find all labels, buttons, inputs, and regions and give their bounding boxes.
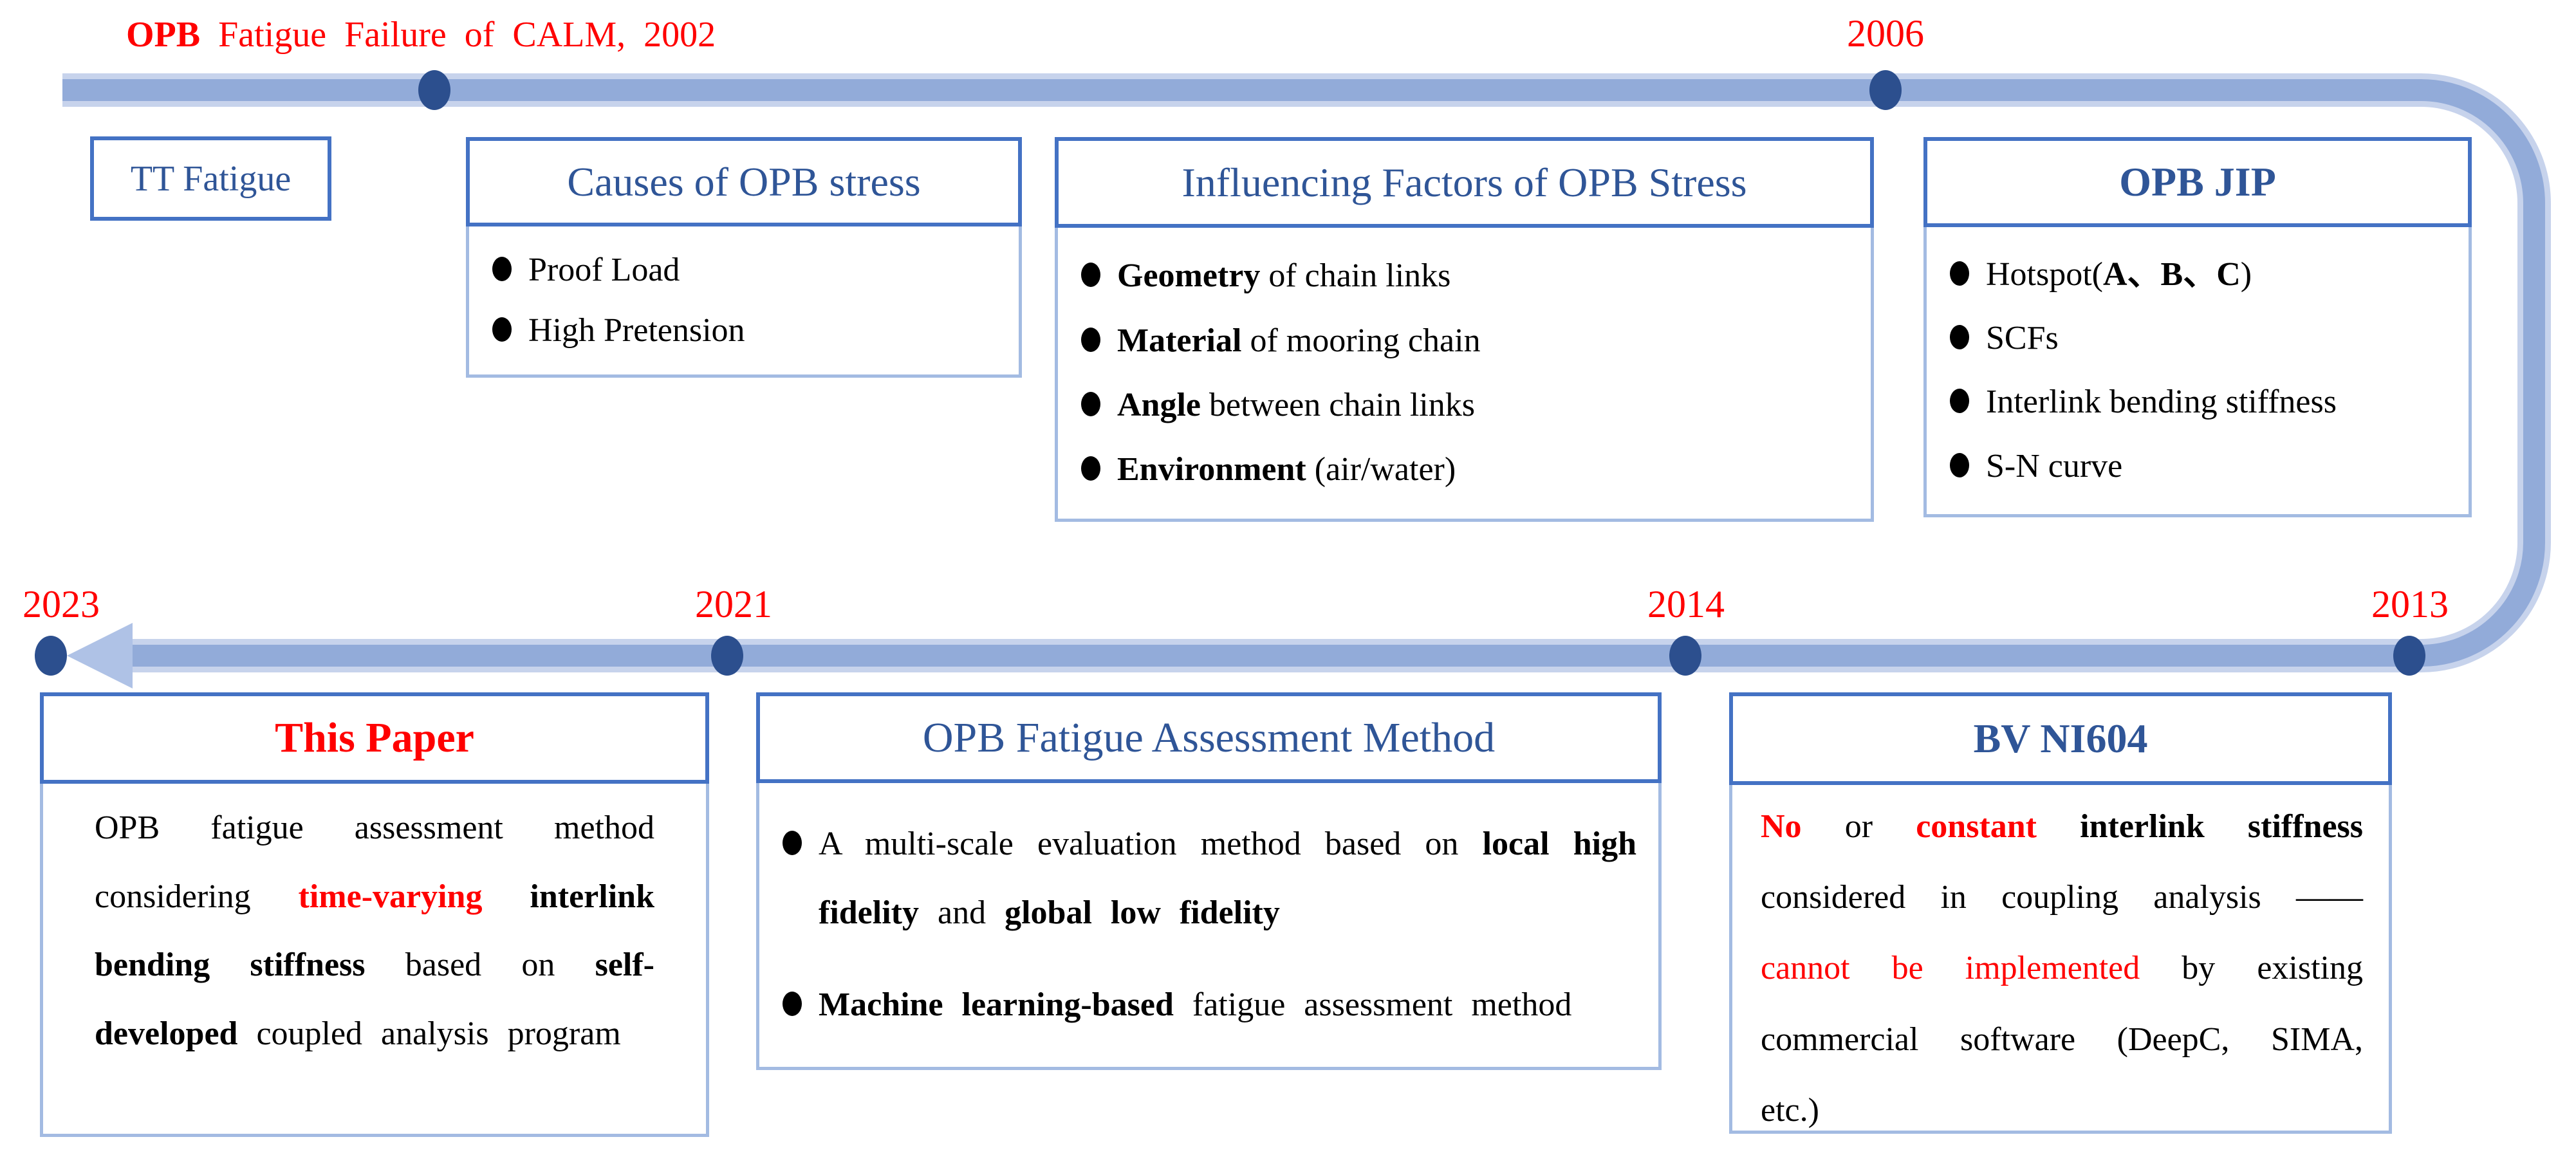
panel-assessment-header: OPB Fatigue Assessment Method [756, 692, 1662, 783]
bullet-text: Angle between chain links [1117, 387, 1475, 424]
bullet-text: Interlink bending stiffness [1986, 383, 2337, 421]
dot-2021-icon [711, 636, 743, 676]
panel-influencing-body: Geometry of chain links Material of moor… [1055, 228, 1874, 522]
panel-opb-jip-header: OPB JIP [1923, 137, 2472, 227]
list-item: A multi-scale evaluation method based on… [783, 810, 1643, 947]
bullet-text: S-N curve [1986, 447, 2123, 485]
bullet-text: Proof Load [528, 252, 680, 289]
bullet-text: Material of mooring chain [1117, 322, 1481, 359]
panel-bv-ni604: BV NI604 No or constant interlink stiffn… [1729, 692, 2392, 1134]
year-label-2023: 2023 [23, 583, 100, 625]
bullet-icon [1081, 263, 1100, 288]
start-event-label: OPB Fatigue Failure of CALM, 2002 [126, 15, 716, 55]
bullet-text: Environment (air/water) [1117, 451, 1456, 488]
panel-opb-jip-body: Hotspot(A、B、C) SCFs Interlink bending st… [1923, 227, 2472, 517]
list-item: Material of mooring chain [1081, 321, 1855, 361]
dot-2006-icon [1869, 70, 1902, 110]
panel-opb-jip: OPB JIP Hotspot(A、B、C) SCFs Interlink be… [1923, 137, 2472, 517]
panel-influencing: Influencing Factors of OPB Stress Geomet… [1055, 137, 1874, 522]
bullet-icon [1950, 325, 1969, 350]
dot-2014-icon [1669, 636, 1701, 676]
year-label-2013: 2013 [2371, 583, 2449, 625]
bullet-list: Proof Load High Pretension [469, 226, 1019, 374]
bullet-icon [1081, 392, 1100, 417]
panel-title: OPB Fatigue Assessment Method [922, 714, 1496, 761]
panel-title: TT Fatigue [130, 158, 292, 199]
year-label-2021: 2021 [695, 583, 772, 625]
bullet-icon [1950, 389, 1969, 414]
panel-assessment: OPB Fatigue Assessment Method A multi-sc… [756, 692, 1662, 1070]
arrowhead-left-icon [67, 623, 133, 688]
list-item: Hotspot(A、B、C) [1950, 255, 2453, 295]
list-item: Interlink bending stiffness [1950, 382, 2453, 422]
panel-title: BV NI604 [1973, 716, 2148, 761]
panel-this-paper: This Paper OPB fatigue assessment method… [40, 692, 709, 1137]
panel-title: This Paper [275, 714, 474, 761]
bullet-icon [1950, 452, 1969, 477]
list-item: S-N curve [1950, 447, 2453, 486]
panel-title: OPB JIP [2119, 159, 2276, 205]
panel-bv-ni604-body: No or constant interlink stiffness consi… [1729, 785, 2392, 1134]
bullet-list: Geometry of chain links Material of moor… [1058, 228, 1871, 519]
list-item: Machine learning-based fatigue assessmen… [783, 971, 1643, 1040]
bullet-text: Machine learning-based fatigue assessmen… [819, 986, 1572, 1023]
bullet-icon [1950, 261, 1969, 286]
bullet-icon [492, 317, 512, 342]
list-item: High Pretension [492, 311, 1003, 351]
panel-title: Influencing Factors of OPB Stress [1181, 159, 1747, 205]
timeline-band [62, 79, 2545, 667]
panel-influencing-header: Influencing Factors of OPB Stress [1055, 137, 1874, 228]
bullet-text: A multi-scale evaluation method based on… [819, 826, 1636, 931]
bullet-list: A multi-scale evaluation method based on… [759, 783, 1658, 1067]
panel-assessment-body: A multi-scale evaluation method based on… [756, 783, 1662, 1070]
bullet-icon [783, 831, 802, 856]
bullet-icon [492, 257, 512, 282]
bullet-icon [1081, 327, 1100, 352]
bullet-text: SCFs [1986, 320, 2059, 357]
bullet-icon [783, 992, 802, 1016]
bullet-text: High Pretension [528, 311, 745, 349]
year-label-2014: 2014 [1647, 583, 1725, 625]
list-item: Angle between chain links [1081, 385, 1855, 425]
dot-2023-icon [35, 636, 67, 676]
panel-causes: Causes of OPB stress Proof Load High Pre… [466, 137, 1022, 378]
dot-2002-icon [418, 70, 450, 110]
body-paragraph: OPB fatigue assessment method considerin… [95, 809, 654, 1052]
panel-title: Causes of OPB stress [567, 158, 921, 205]
panel-causes-header: Causes of OPB stress [466, 137, 1022, 226]
panel-causes-body: Proof Load High Pretension [466, 226, 1022, 378]
panel-this-paper-body: OPB fatigue assessment method considerin… [40, 784, 709, 1137]
panel-tt-fatigue-header: TT Fatigue [90, 136, 331, 221]
dot-2013-icon [2393, 636, 2425, 676]
panel-tt-fatigue: TT Fatigue [90, 136, 331, 221]
list-item: Proof Load [492, 250, 1003, 290]
year-label-2006: 2006 [1847, 12, 1924, 55]
panel-bv-ni604-header: BV NI604 [1729, 692, 2392, 785]
panel-this-paper-header: This Paper [40, 692, 709, 784]
bullet-list: Hotspot(A、B、C) SCFs Interlink bending st… [1927, 227, 2469, 514]
list-item: SCFs [1950, 319, 2453, 358]
list-item: Environment (air/water) [1081, 450, 1855, 490]
list-item: Geometry of chain links [1081, 256, 1855, 296]
bullet-text: Geometry of chain links [1117, 257, 1451, 295]
bullet-icon [1081, 456, 1100, 481]
bullet-text: Hotspot(A、B、C) [1986, 255, 2252, 293]
body-paragraph: No or constant interlink stiffness consi… [1761, 808, 2363, 1129]
